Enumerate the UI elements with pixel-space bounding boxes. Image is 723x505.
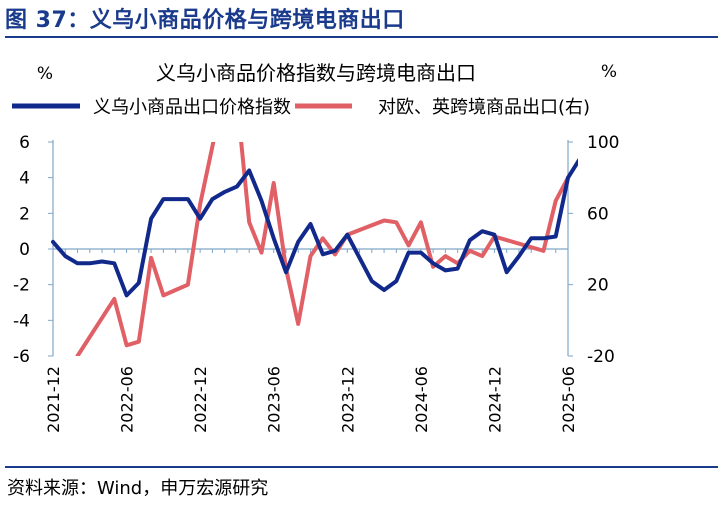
left-tick-label: 0 — [19, 240, 30, 260]
left-axis-unit: % — [37, 64, 53, 84]
left-tick-label: 6 — [19, 133, 30, 153]
right-axis-unit: % — [601, 62, 617, 82]
x-tick-label: 2024-06 — [412, 366, 431, 433]
right-tick-label: -20 — [587, 347, 615, 367]
title-rule — [5, 36, 718, 38]
right-tick-label: 60 — [587, 204, 609, 224]
series-line-price-index — [51, 158, 578, 298]
left-tick-label: 2 — [19, 204, 30, 224]
source-note: 资料来源：Wind，申万宏源研究 — [7, 478, 269, 499]
source-rule — [5, 466, 718, 468]
left-tick-label: -6 — [13, 347, 30, 367]
x-tick-label: 2023-06 — [265, 366, 284, 433]
x-tick-label: 2022-06 — [118, 366, 137, 433]
x-tick-label: 2024-12 — [485, 366, 504, 433]
right-tick-label: 20 — [587, 276, 609, 296]
left-tick-label: -2 — [13, 276, 30, 296]
right-tick-label: 100 — [587, 133, 619, 153]
x-tick-label: 2025-06 — [559, 366, 578, 433]
chart-title: 义乌小商品价格指数与跨境电商出口 — [156, 61, 476, 85]
x-tick-label: 2023-12 — [338, 366, 357, 433]
series-line-eu-uk-exports — [75, 142, 570, 356]
figure-title: 图 37：义乌小商品价格与跨境电商出口 — [5, 8, 405, 33]
legend-label-2: 对欧、英跨境商品出口(右) — [378, 97, 590, 118]
left-tick-label: 4 — [19, 169, 30, 189]
left-tick-label: -4 — [13, 311, 30, 331]
x-tick-label: 2021-12 — [44, 366, 63, 433]
x-tick-label: 2022-12 — [191, 366, 210, 433]
legend-label-1: 义乌小商品出口价格指数 — [93, 97, 291, 118]
